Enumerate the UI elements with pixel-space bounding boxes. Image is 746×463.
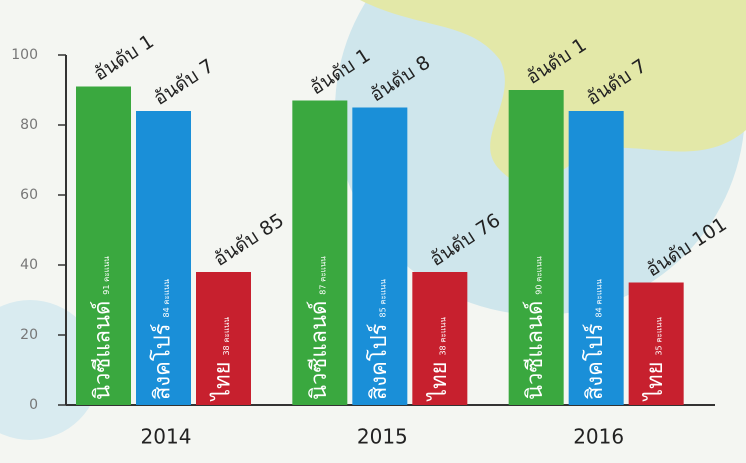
value-label: 85 คะแนน bbox=[378, 279, 387, 318]
value-label: 87 คะแนน bbox=[318, 256, 327, 295]
bar bbox=[196, 272, 251, 405]
y-tick-label: 40 bbox=[20, 257, 38, 273]
bar bbox=[136, 111, 191, 405]
x-tick-label: 2016 bbox=[573, 425, 624, 449]
value-label: 90 คะแนน bbox=[535, 256, 544, 295]
bar bbox=[568, 111, 624, 405]
value-label: 38 คะแนน bbox=[222, 317, 231, 356]
bar-series-label: ไทย bbox=[426, 362, 452, 402]
value-label: 35 คะแนน bbox=[655, 317, 664, 356]
bar-series-label: สิงคโปร์ bbox=[582, 323, 608, 400]
y-tick-label: 100 bbox=[11, 47, 38, 63]
value-label: 84 คะแนน bbox=[595, 279, 604, 318]
x-tick-label: 2014 bbox=[141, 425, 192, 449]
bar-series-label: ไทย bbox=[210, 362, 236, 402]
y-tick-label: 60 bbox=[20, 187, 38, 203]
bar-series-label: นิวซีแลนด์ bbox=[91, 301, 116, 400]
bar bbox=[292, 100, 348, 405]
value-label: 91 คะแนน bbox=[102, 256, 111, 295]
bar bbox=[412, 272, 468, 405]
y-tick-label: 20 bbox=[20, 327, 38, 343]
bar-series-label: นิวซีแลนด์ bbox=[523, 301, 548, 400]
bar-series-label: สิงคโปร์ bbox=[150, 323, 176, 400]
value-label: 38 คะแนน bbox=[438, 317, 447, 356]
bar-series-label: ไทย bbox=[642, 362, 668, 402]
bar-series-label: สิงคโปร์ bbox=[366, 323, 392, 400]
value-label: 84 คะแนน bbox=[162, 279, 171, 318]
bar bbox=[628, 282, 684, 405]
x-tick-label: 2015 bbox=[357, 425, 408, 449]
bar bbox=[508, 90, 564, 405]
bar-series-label: นิวซีแลนด์ bbox=[307, 301, 332, 400]
bar bbox=[76, 86, 131, 405]
y-tick-label: 80 bbox=[20, 117, 38, 133]
y-tick-label: 0 bbox=[29, 397, 38, 413]
bar bbox=[352, 107, 408, 405]
